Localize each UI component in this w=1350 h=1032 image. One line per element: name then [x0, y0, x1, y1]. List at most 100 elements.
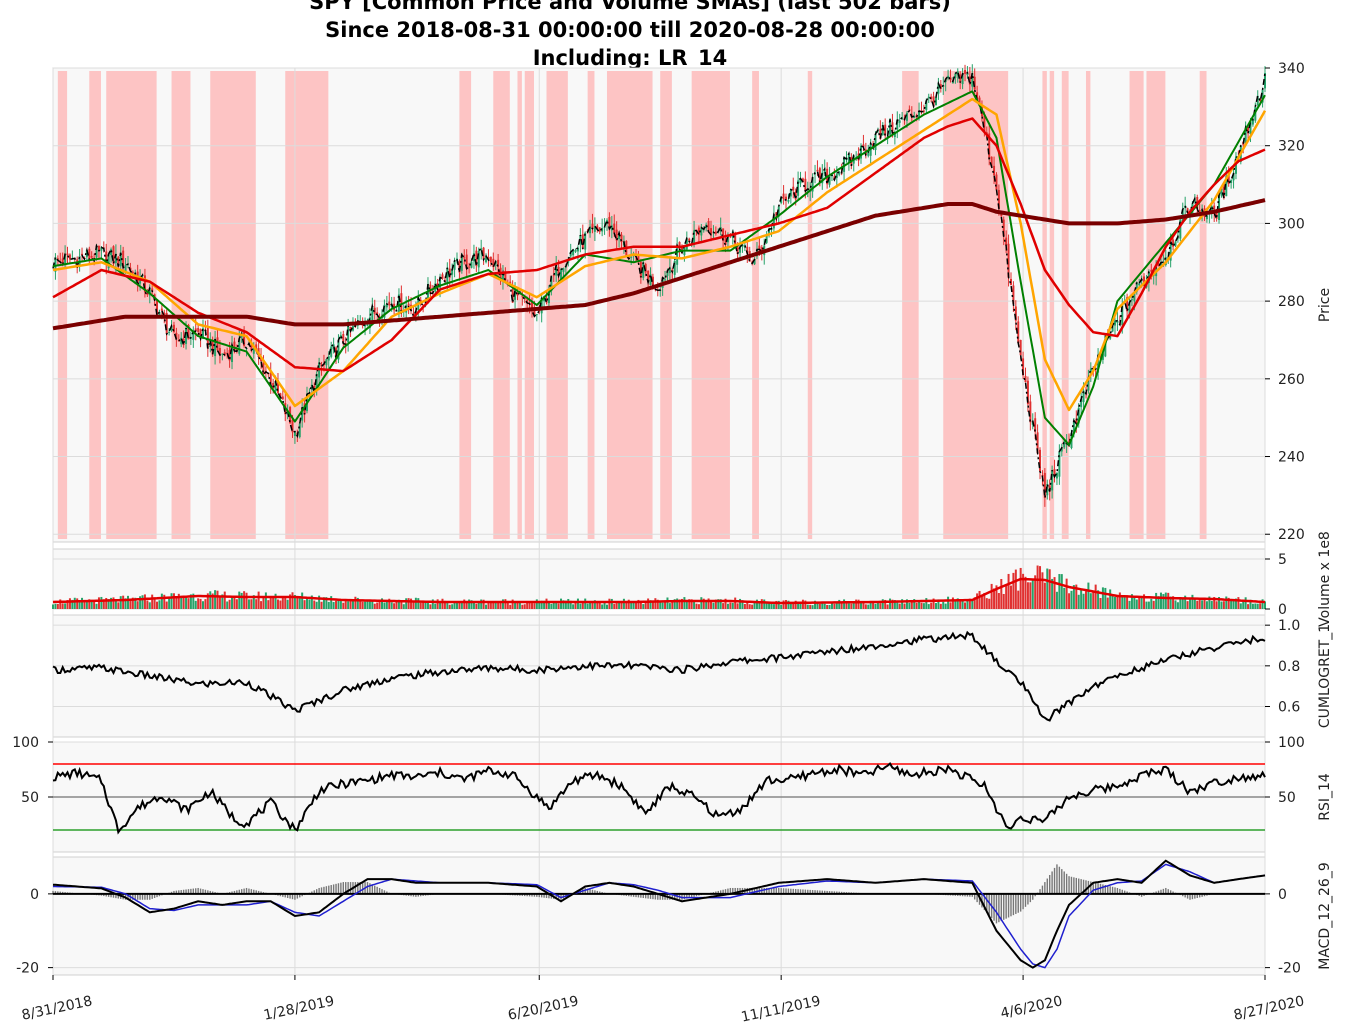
macd-hist-bar [1182, 893, 1184, 897]
macd-hist-bar [840, 891, 843, 894]
shade-band [606, 71, 653, 539]
y-tick-label: -20 [1278, 961, 1301, 977]
macd-hist-bar [156, 893, 158, 898]
macd-hist-bar [715, 891, 717, 894]
y-tick-label: 340 [1278, 61, 1305, 77]
volume-bar [603, 601, 606, 609]
macd-hist-bar [1203, 893, 1206, 897]
macd-hist-bar [632, 893, 635, 897]
volume-bar [54, 603, 57, 609]
candle-body [555, 265, 558, 276]
volume-bar [932, 598, 935, 609]
volume-bar [199, 598, 202, 609]
macd-hist-bar [134, 893, 136, 900]
macd-hist-bar [105, 893, 107, 897]
candle-body [847, 153, 850, 163]
volume-bar [818, 603, 821, 609]
volume-bar [1143, 594, 1146, 609]
volume-bar [1060, 574, 1063, 609]
volume-bar [702, 598, 705, 609]
volume-bar [371, 599, 374, 609]
volume-bar [1092, 591, 1095, 609]
candle-body [1058, 451, 1061, 477]
candle-body [685, 238, 688, 250]
candle-body [1251, 119, 1254, 125]
macd-hist-bar [1019, 893, 1022, 912]
macd-hist-bar [1056, 864, 1058, 894]
volume-bar [896, 601, 899, 609]
macd-hist-bar [536, 893, 538, 897]
macd-hist-bar [819, 890, 821, 894]
candle-body [175, 332, 178, 340]
candle-body [785, 196, 788, 201]
candle-body [765, 235, 768, 243]
candle-body [122, 250, 125, 268]
volume-bar [1068, 593, 1071, 609]
volume-bar [560, 598, 563, 609]
volume-bar [1179, 598, 1182, 609]
y-tick-label: 320 [1278, 139, 1305, 155]
candle-body [934, 97, 937, 105]
volume-bar [722, 603, 725, 609]
candle-body [714, 231, 717, 234]
volume-bar [356, 597, 359, 609]
volume-bar [567, 598, 570, 609]
candle-body [400, 293, 403, 313]
candle-body [1034, 418, 1037, 432]
volume-bar [736, 603, 739, 609]
macd-hist-bar [376, 886, 378, 894]
volume-bar [114, 601, 117, 609]
volume-bar [591, 603, 594, 609]
macd-hist-bar [586, 888, 589, 894]
macd-hist-bar [1196, 893, 1198, 899]
candle-body [576, 247, 579, 252]
cumlogret-line [52, 630, 1266, 722]
candle-body [1019, 339, 1022, 356]
volume-bar [1198, 598, 1201, 609]
macd-hist-bar [649, 893, 652, 899]
volume-bar [1128, 600, 1131, 609]
volume-bar [1247, 604, 1250, 609]
volume-bar [1101, 587, 1104, 609]
volume-bar [1087, 582, 1090, 609]
candle-body [993, 165, 996, 176]
macd-hist-bar [1027, 893, 1029, 905]
candle-body [407, 303, 410, 307]
shade-band [1085, 71, 1091, 539]
volume-bar [100, 596, 103, 609]
volume-bar [584, 598, 587, 609]
candle-body [337, 339, 340, 360]
volume-bar [206, 593, 209, 609]
macd-hist-bar [693, 893, 695, 897]
volume-bar [400, 602, 403, 609]
volume-bar [746, 602, 749, 609]
volume-bar [707, 598, 710, 609]
volume-bar [470, 600, 473, 609]
candle-body [569, 252, 572, 257]
macd-hist-bar [555, 893, 557, 900]
candle-body [881, 125, 884, 135]
volume-bar [71, 599, 74, 609]
macd-hist-bar [524, 893, 526, 897]
candle-body [990, 156, 993, 167]
candle-body [1138, 283, 1141, 286]
x-tick-label: 4/6/2020 [999, 993, 1064, 1022]
volume-bar [289, 594, 292, 609]
macd-hist-bar [599, 891, 601, 894]
volume-bar [1157, 596, 1160, 609]
volume-bar [291, 592, 294, 609]
volume-bar [586, 603, 589, 609]
volume-bar [112, 597, 115, 609]
volume-bar [1239, 603, 1242, 609]
volume-bar [1084, 591, 1087, 609]
candle-body [1130, 299, 1133, 301]
macd-hist-bar [1094, 882, 1097, 894]
volume-bar [172, 593, 175, 609]
volume-bar [1133, 595, 1136, 609]
macd-hist-bar [253, 889, 255, 894]
macd-hist-bar [654, 893, 657, 900]
candle-body [349, 326, 352, 332]
volume-bar [879, 603, 882, 609]
chart-title-line1: SPY [Common Price and Volume SMAs] (last… [309, 0, 951, 14]
candle-body [504, 271, 507, 282]
